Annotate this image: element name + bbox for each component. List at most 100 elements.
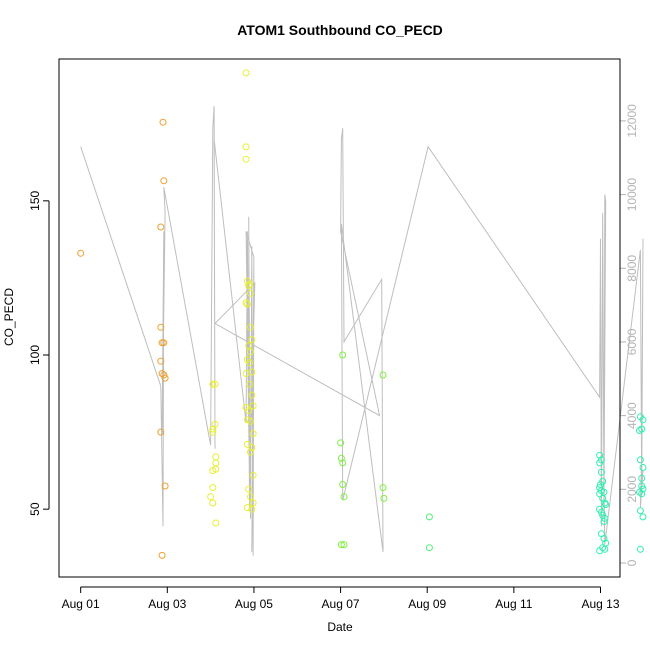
plot-frame [58,58,621,578]
data-point [246,380,254,388]
data-point [339,351,347,359]
data-point [160,339,168,347]
chart-title: ATOM1 Southbound CO_PECD [237,22,443,38]
data-point [248,505,256,513]
data-point [601,545,609,553]
data-point [212,453,220,461]
data-point [339,459,347,467]
data-point [161,482,169,490]
data-point [380,494,388,502]
data-point [209,428,217,436]
y-axis-label: CO_PECD [2,288,16,346]
data-point [212,459,220,467]
data-point [157,428,165,436]
y2-tick-label: 0 [625,559,639,566]
data-point [249,471,257,479]
data-point [600,535,608,542]
data-point [638,490,646,498]
data-point [636,456,644,464]
data-point [639,513,647,521]
data-point [597,468,605,476]
data-point [339,481,347,488]
y2-tick-label: 6000 [625,328,639,355]
data-point [247,493,254,501]
data-point [247,289,254,297]
data-point [639,464,647,471]
x-tick-label: Aug 11 [495,597,532,611]
data-point [245,485,253,493]
y2-tick-label: 4000 [625,402,639,429]
data-point [157,357,165,365]
data-point [211,420,219,428]
data-point [246,359,254,367]
y-tick-label: 100 [28,345,42,365]
data-point [636,545,644,553]
data-point [209,499,217,507]
data-point [596,459,604,467]
data-point [425,513,433,521]
data-point [77,249,85,257]
data-point [157,323,165,331]
data-point [379,484,387,492]
data-point [596,451,604,459]
data-point [636,427,643,434]
data-point [247,348,254,356]
data-point [242,299,250,307]
x-tick-label: Aug 05 [235,597,273,611]
data-point [248,391,256,399]
data-point [245,282,253,290]
x-axis-label: Date [327,620,353,634]
data-point [636,507,644,515]
y2-tick-label: 2000 [625,476,639,503]
data-point [158,551,166,559]
x-tick-label: Aug 13 [581,597,619,611]
data-point [638,482,646,490]
data-point [249,430,257,438]
data-point [160,371,168,379]
y-tick-label: 50 [28,502,42,516]
data-point [601,514,609,522]
data-point [638,474,646,482]
x-tick-label: Aug 01 [62,597,100,611]
y-tick-label: 150 [28,191,42,211]
data-point [639,416,647,424]
data-point [242,370,250,377]
data-point [212,465,220,473]
data-point [247,323,254,331]
data-point [600,518,608,525]
data-point [602,501,610,508]
data-point [337,541,345,549]
data-point [160,177,168,185]
data-point [212,519,220,527]
y2-tick-label: 10000 [625,178,639,212]
data-point [601,499,609,507]
data-point [242,155,250,163]
y2-tick-label: 12000 [625,104,639,138]
data-point [207,493,215,501]
data-point [337,454,345,462]
data-point [247,417,254,425]
data-point [340,541,348,549]
data-point [340,493,348,501]
x-tick-label: Aug 07 [322,597,360,611]
data-point [243,504,251,512]
data-point [243,300,251,308]
data-point [246,280,254,288]
data-point [209,484,217,492]
data-point [161,374,169,382]
data-point [211,380,219,388]
data-point [245,407,253,414]
secondary-series-line [80,106,644,556]
data-point [157,223,165,231]
data-point [248,444,256,451]
data-point [247,448,254,456]
data-point [209,380,217,388]
x-tick-label: Aug 03 [148,597,186,611]
data-point [249,402,257,410]
data-point [159,118,167,126]
data-point [245,342,253,350]
data-point [248,336,256,344]
y2-tick-label: 8000 [625,255,639,282]
data-point [242,69,250,77]
